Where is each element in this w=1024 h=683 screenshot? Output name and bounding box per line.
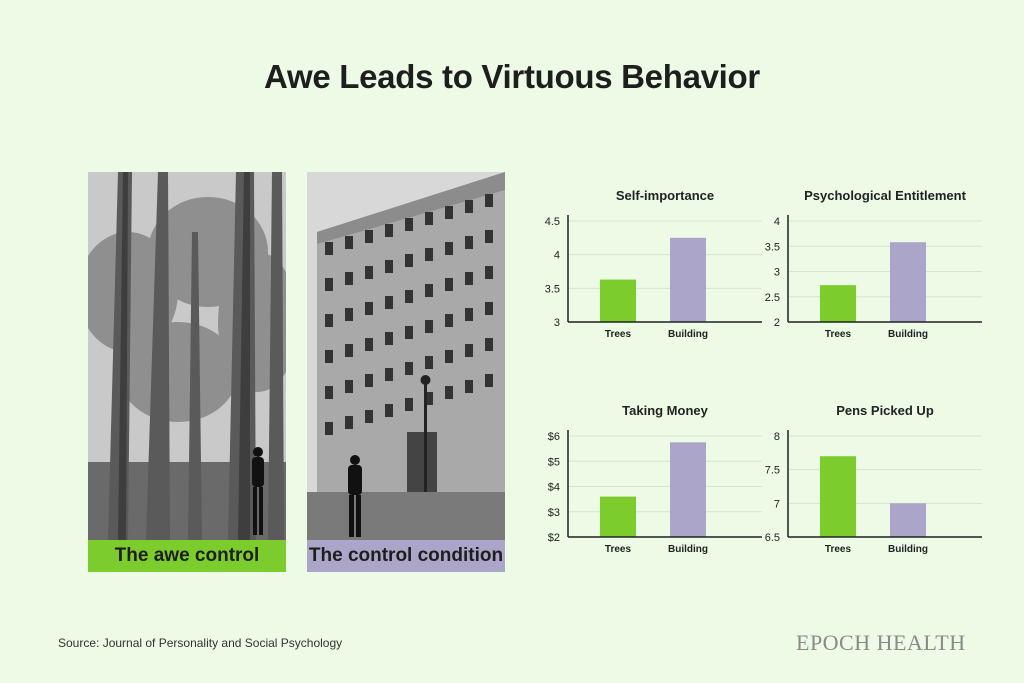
y-tick-label: 6.5 <box>765 532 780 544</box>
chart-svg: Self-importance 3 3.5 4 4.5 Trees Building <box>545 188 762 340</box>
photo-caption-awe: The awe control <box>88 540 286 572</box>
y-tick-label: 3.5 <box>765 241 780 253</box>
x-tick-label: Trees <box>825 544 852 555</box>
chart-title: Psychological Entitlement <box>804 188 966 203</box>
x-tick-label: Building <box>668 544 708 555</box>
y-tick-label: $3 <box>548 507 560 519</box>
bar-building <box>670 442 706 537</box>
chart-svg: Psychological Entitlement 2 2.5 3 3.5 4 Trees B… <box>765 188 982 340</box>
y-tick-label: 4 <box>774 216 780 228</box>
y-tick-label: 3 <box>554 317 560 329</box>
x-tick-label: Building <box>888 329 928 340</box>
chart-pens-picked-up: Pens Picked Up 6.5 7 7.5 8 Trees Building <box>750 400 990 565</box>
y-tick-label: 7.5 <box>765 465 780 477</box>
chart-title: Pens Picked Up <box>836 403 934 418</box>
chart-psychological-entitlement: Psychological Entitlement 2 2.5 3 3.5 4 Trees B… <box>750 185 990 350</box>
y-tick-label: 8 <box>774 431 780 443</box>
x-tick-label: Trees <box>605 329 632 340</box>
y-tick-label: $2 <box>548 532 560 544</box>
bar-trees <box>600 496 636 537</box>
source-note: Source: Journal of Personality and Socia… <box>58 636 343 650</box>
chart-svg: Pens Picked Up 6.5 7 7.5 8 Trees Building <box>765 403 982 555</box>
y-tick-label: 3 <box>774 267 780 279</box>
bar-building <box>890 242 926 322</box>
chart-self-importance: Self-importance 3 3.5 4 4.5 Trees Building <box>530 185 770 350</box>
photo-caption-control: The control condition <box>307 540 505 572</box>
y-tick-label: $5 <box>548 456 560 468</box>
building-photo <box>307 172 505 540</box>
x-tick-label: Trees <box>605 544 632 555</box>
woman-silhouette-icon <box>252 447 264 535</box>
y-tick-label: 7 <box>774 498 780 510</box>
chart-svg: Taking Money $2 $3 $4 $5 $6 Trees Building <box>548 403 762 555</box>
bar-trees <box>820 456 856 537</box>
y-tick-label: 4 <box>554 250 560 262</box>
trees-photo-panel: The awe control <box>88 172 286 572</box>
x-tick-label: Building <box>888 544 928 555</box>
y-tick-label: 4.5 <box>545 216 560 228</box>
building-photo-panel: The control condition <box>307 172 505 572</box>
y-tick-label: $4 <box>548 482 560 494</box>
chart-title: Taking Money <box>622 403 708 418</box>
chart-title: Self-importance <box>616 188 714 203</box>
page-title: Awe Leads to Virtuous Behavior <box>264 58 760 95</box>
woman-silhouette-icon <box>348 455 362 537</box>
bar-building <box>670 237 706 322</box>
bar-trees <box>600 279 636 322</box>
bar-trees <box>820 285 856 322</box>
brand-logo: EPOCH HEALTH <box>796 630 966 655</box>
y-tick-label: 2.5 <box>765 292 780 304</box>
y-tick-label: 3.5 <box>545 283 560 295</box>
y-tick-label: 2 <box>774 317 780 329</box>
chart-taking-money: Taking Money $2 $3 $4 $5 $6 Trees Building <box>530 400 770 565</box>
trees-photo <box>88 172 286 540</box>
bar-building <box>890 503 926 537</box>
x-tick-label: Building <box>668 329 708 340</box>
x-tick-label: Trees <box>825 329 852 340</box>
y-tick-label: $6 <box>548 431 560 443</box>
